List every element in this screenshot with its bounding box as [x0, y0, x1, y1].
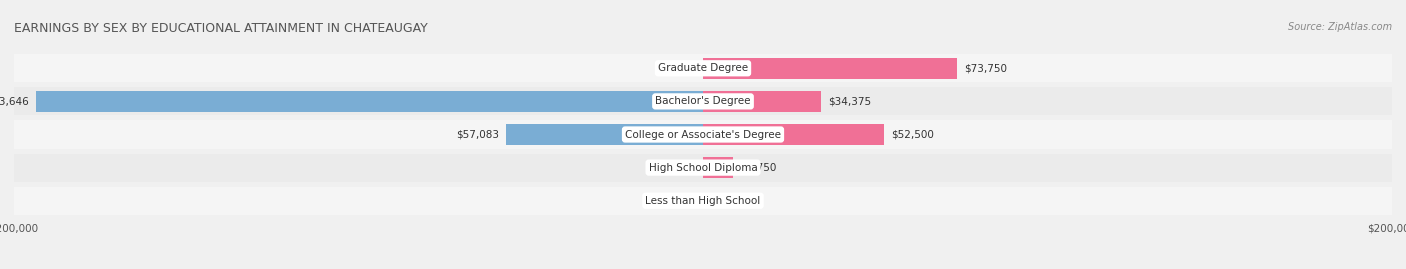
Text: $0: $0: [710, 196, 723, 206]
Text: $0: $0: [683, 63, 696, 73]
Text: $0: $0: [683, 162, 696, 173]
Text: Less than High School: Less than High School: [645, 196, 761, 206]
Text: $0: $0: [683, 196, 696, 206]
Text: $34,375: $34,375: [828, 96, 872, 107]
Text: EARNINGS BY SEX BY EDUCATIONAL ATTAINMENT IN CHATEAUGAY: EARNINGS BY SEX BY EDUCATIONAL ATTAINMEN…: [14, 22, 427, 34]
Text: Source: ZipAtlas.com: Source: ZipAtlas.com: [1288, 22, 1392, 31]
Bar: [703, 58, 957, 79]
Text: Graduate Degree: Graduate Degree: [658, 63, 748, 73]
Text: College or Associate's Degree: College or Associate's Degree: [626, 129, 780, 140]
Bar: [14, 87, 1392, 115]
Bar: [14, 154, 1392, 182]
Text: $193,646: $193,646: [0, 96, 30, 107]
Bar: [703, 124, 884, 145]
Bar: [14, 121, 1392, 148]
Bar: [506, 124, 703, 145]
Text: Bachelor's Degree: Bachelor's Degree: [655, 96, 751, 107]
Bar: [703, 157, 733, 178]
Bar: [14, 54, 1392, 82]
Bar: [37, 91, 703, 112]
Bar: [14, 187, 1392, 215]
Text: $57,083: $57,083: [457, 129, 499, 140]
Text: $73,750: $73,750: [965, 63, 1007, 73]
Text: $52,500: $52,500: [891, 129, 934, 140]
Text: High School Diploma: High School Diploma: [648, 162, 758, 173]
Bar: [703, 91, 821, 112]
Text: $8,750: $8,750: [740, 162, 776, 173]
